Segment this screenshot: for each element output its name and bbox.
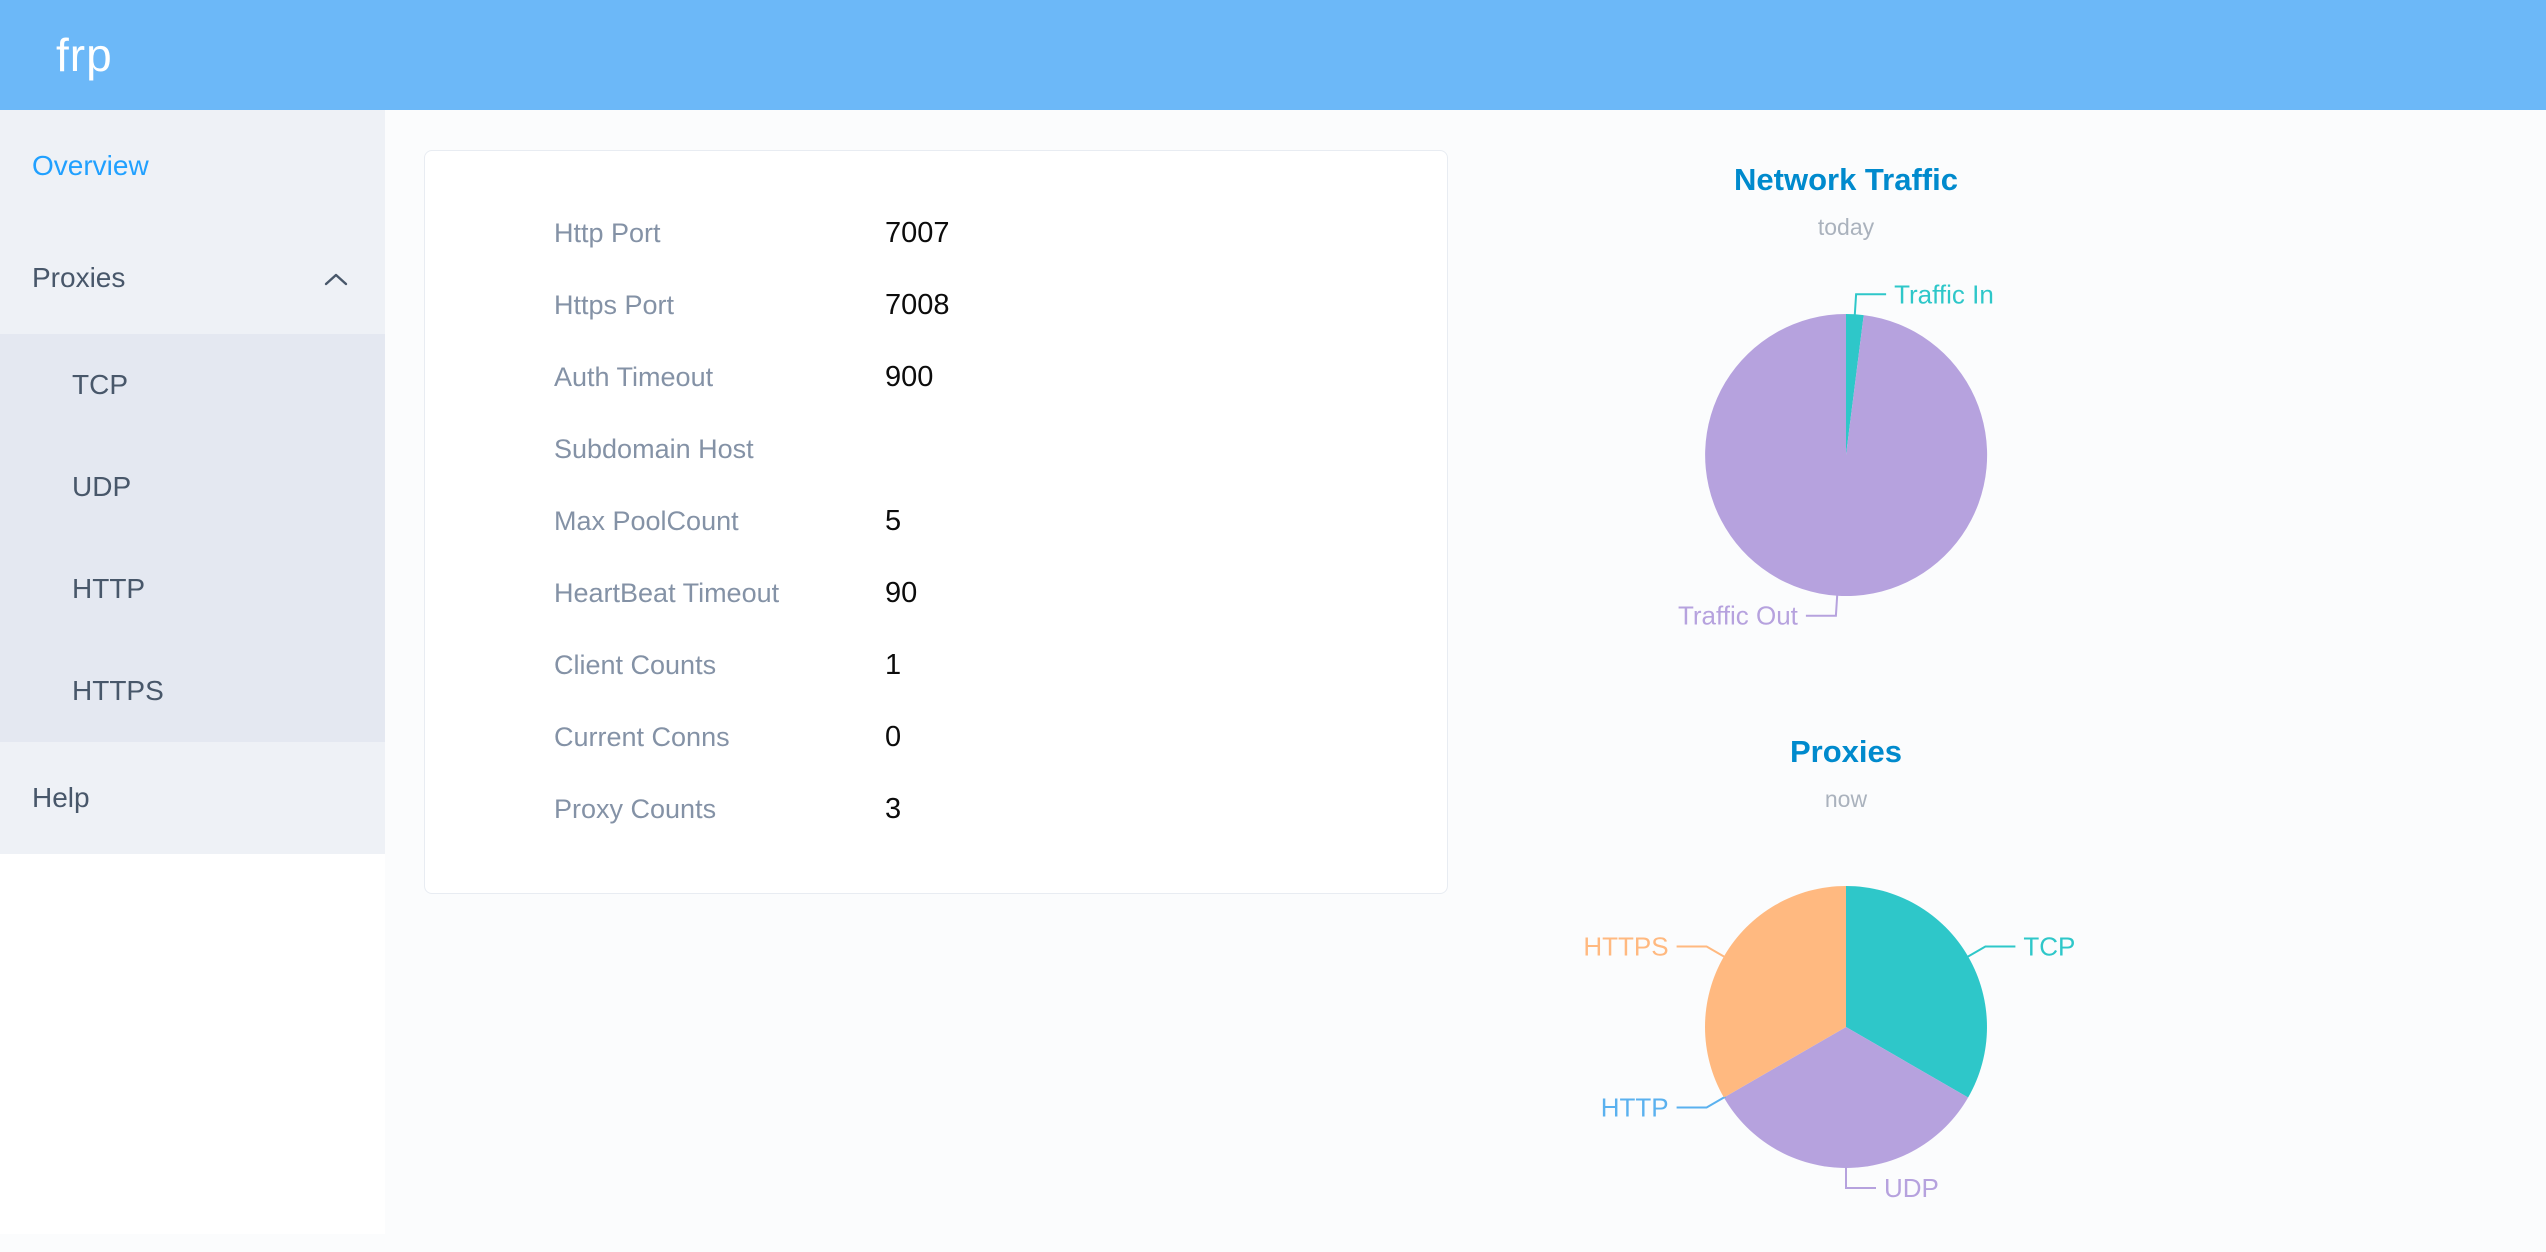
sidebar-item-https-label: HTTPS (72, 675, 164, 706)
network-traffic-subtitle: today (1817, 214, 1875, 240)
info-row-subdomain-host: Subdomain Host (425, 413, 1447, 485)
sidebar-item-overview[interactable]: Overview (0, 110, 385, 222)
info-label: HeartBeat Timeout (554, 577, 780, 608)
sidebar-item-udp[interactable]: UDP (0, 436, 385, 538)
proxies-submenu: TCP UDP HTTP HTTPS (0, 334, 385, 742)
proxies-chart: Proxies now TCP UDP HTTP HTTPS (1446, 700, 2246, 1247)
info-value: 0 (885, 720, 902, 753)
proxies-subtitle: now (1824, 786, 1868, 812)
sidebar-item-https[interactable]: HTTPS (0, 640, 385, 742)
info-row-https-port: Https Port 7008 (425, 269, 1447, 341)
sidebar-item-tcp[interactable]: TCP (0, 334, 385, 436)
sidebar-item-help[interactable]: Help (0, 742, 385, 854)
sidebar-menu: Overview Proxies TCP UDP HTTP HTTPS Help (0, 110, 385, 854)
info-label: Subdomain Host (554, 433, 754, 464)
svg-text:UDP: UDP (1884, 1173, 1939, 1203)
app-header: frp (0, 0, 2546, 110)
info-row-proxy-counts: Proxy Counts 3 (425, 773, 1447, 845)
info-value: 1 (885, 648, 902, 681)
network-traffic-title: Network Traffic (1734, 162, 1958, 197)
info-row-http-port: Http Port 7007 (425, 197, 1447, 269)
server-info-card: Http Port 7007 Https Port 7008 Auth Time… (424, 150, 1448, 894)
info-value: 7007 (885, 216, 950, 249)
info-value: 5 (885, 504, 902, 537)
pie-chart-svg: TCP UDP HTTP HTTPS (1583, 886, 2075, 1203)
info-label: Auth Timeout (554, 361, 714, 392)
sidebar-item-proxies[interactable]: Proxies (0, 222, 385, 334)
info-row-heartbeat-timeout: HeartBeat Timeout 90 (425, 557, 1447, 629)
info-label: Proxy Counts (554, 793, 717, 824)
sidebar-item-http[interactable]: HTTP (0, 538, 385, 640)
svg-text:Traffic In: Traffic In (1894, 279, 1994, 309)
info-label: Http Port (554, 217, 661, 248)
info-value: 3 (885, 792, 902, 825)
sidebar-item-tcp-label: TCP (72, 369, 128, 400)
sidebar-item-udp-label: UDP (72, 471, 132, 502)
svg-text:HTTPS: HTTPS (1583, 932, 1668, 962)
chevron-up-icon (323, 262, 349, 294)
info-row-current-conns: Current Conns 0 (425, 701, 1447, 773)
server-info-rows: Http Port 7007 Https Port 7008 Auth Time… (425, 151, 1447, 845)
info-row-auth-timeout: Auth Timeout 900 (425, 341, 1447, 413)
info-value: 7008 (885, 288, 950, 321)
sidebar-item-proxies-label: Proxies (32, 262, 126, 293)
info-label: Max PoolCount (554, 505, 739, 536)
svg-text:HTTP: HTTP (1601, 1093, 1669, 1123)
sidebar-item-http-label: HTTP (72, 573, 146, 604)
sidebar: Overview Proxies TCP UDP HTTP HTTPS Help (0, 110, 385, 1234)
pie-chart-svg: Traffic In Traffic Out (1678, 279, 1994, 631)
proxies-pie: TCP UDP HTTP HTTPS (1446, 827, 2246, 1247)
app-logo: frp (56, 29, 113, 81)
sidebar-item-help-label: Help (32, 782, 90, 813)
sidebar-item-overview-label: Overview (32, 150, 149, 181)
proxies-title: Proxies (1789, 734, 1902, 769)
svg-text:Traffic Out: Traffic Out (1678, 601, 1799, 631)
info-value: 900 (885, 360, 934, 393)
network-traffic-chart: Network Traffic today Traffic In Traffic … (1446, 128, 2246, 675)
info-label: Client Counts (554, 649, 717, 680)
info-label: Https Port (554, 289, 675, 320)
info-label: Current Conns (554, 721, 730, 752)
svg-text:TCP: TCP (2023, 932, 2075, 962)
info-row-client-counts: Client Counts 1 (425, 629, 1447, 701)
info-value: 90 (885, 576, 918, 609)
info-row-max-poolcount: Max PoolCount 5 (425, 485, 1447, 557)
network-traffic-pie: Traffic In Traffic Out (1446, 255, 2246, 675)
